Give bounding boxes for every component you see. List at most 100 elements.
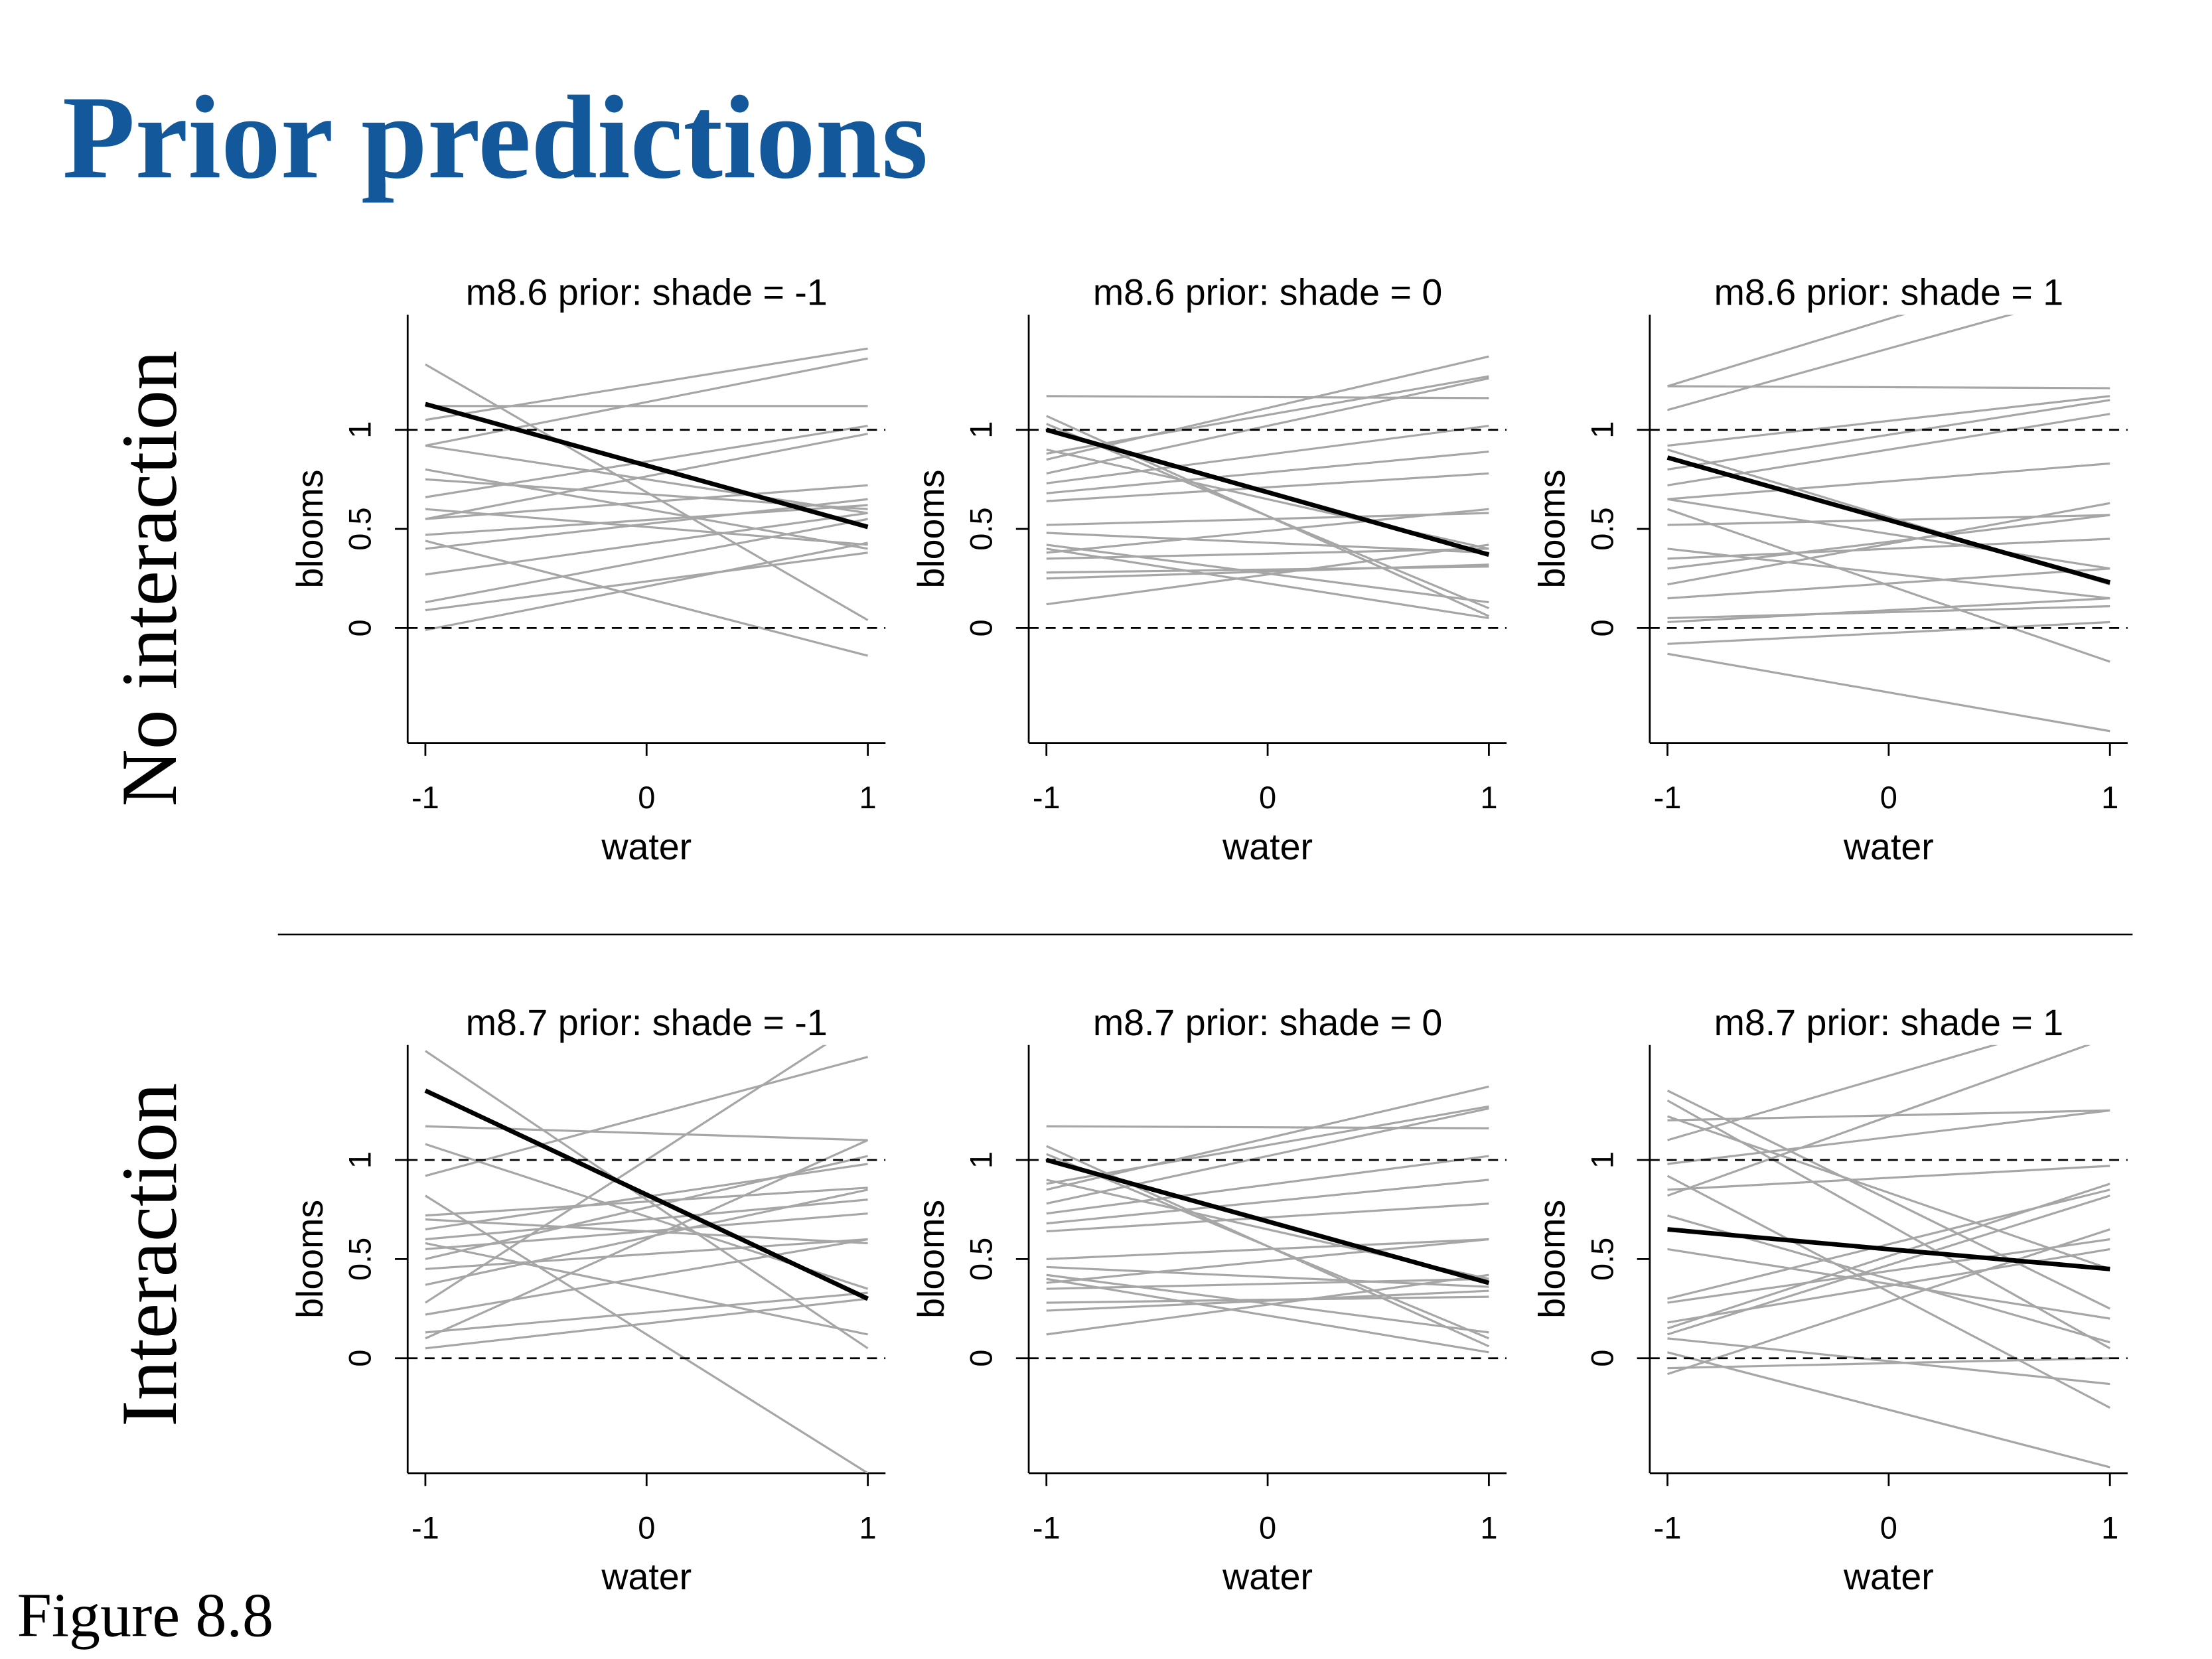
panel: m8.6 prior: shade = 1 -1 0 1 0 0.5 1 water bloom…	[1532, 271, 2128, 867]
panel: m8.6 prior: shade = -1 -1 0 1 0 0.5 1 water bloo…	[289, 271, 886, 867]
y-axis-label: blooms	[289, 1200, 331, 1319]
x-axis-label: water	[1843, 826, 1934, 867]
prior-line	[1667, 498, 2110, 570]
panel-title: m8.6 prior: shade = -1	[466, 271, 828, 313]
prior-line	[425, 512, 868, 576]
y-tick-label: 0	[964, 1350, 999, 1367]
x-tick-label: 1	[2101, 1510, 2118, 1545]
prior-line	[425, 484, 868, 520]
x-axis-label: water	[601, 1556, 692, 1597]
slide-title: Prior predictions	[62, 71, 928, 203]
plot-area	[1029, 355, 1507, 629]
prior-line	[1046, 1105, 1489, 1185]
x-tick-label: -1	[1033, 780, 1061, 815]
y-tick-label: 1	[342, 1151, 378, 1169]
panel: m8.7 prior: shade = -1 -1 0 1 0 0.5 1 water bloo…	[289, 1002, 886, 1597]
panel-title: m8.7 prior: shade = -1	[466, 1002, 828, 1043]
plot-area	[407, 347, 886, 657]
prior-line	[1667, 1194, 2110, 1336]
prior-line	[425, 1056, 869, 1177]
y-tick-label: 1	[964, 421, 999, 439]
prior-line	[1667, 502, 2110, 586]
prior-line	[425, 478, 868, 510]
prior-line	[425, 1238, 868, 1270]
prior-line	[1667, 315, 1905, 388]
prior-line	[425, 541, 868, 631]
x-tick-label: 0	[1259, 1510, 1276, 1545]
x-tick-label: 0	[638, 780, 655, 815]
prior-line	[1666, 1045, 2091, 1197]
prior-line	[1046, 355, 1489, 461]
prior-line	[425, 1139, 869, 1340]
prior-line	[1046, 547, 1489, 620]
prior-line	[1046, 1202, 1489, 1233]
plot-area	[407, 1045, 886, 1473]
prior-line	[1667, 395, 2110, 447]
prior-line	[1667, 597, 2110, 624]
prior-line	[1667, 1351, 2110, 1469]
prior-line	[425, 347, 868, 421]
y-tick-label: 0	[342, 1350, 378, 1367]
panel: m8.7 prior: shade = 1 -1 0 1 0 0.5 1 water bloom…	[1532, 1002, 2128, 1597]
prior-line	[1667, 1337, 2110, 1386]
prior-line	[425, 1291, 868, 1334]
prior-line	[1046, 547, 1489, 560]
x-tick-label: -1	[411, 780, 439, 815]
bold-line	[1667, 1227, 2110, 1271]
prior-line	[425, 425, 868, 498]
x-axis-label: water	[601, 826, 692, 867]
prior-line	[425, 433, 868, 520]
x-axis-label: water	[1222, 826, 1313, 867]
prior-line	[1046, 1238, 1489, 1284]
prior-line	[1046, 1155, 1489, 1215]
x-tick-label: 1	[859, 780, 877, 815]
prior-line	[1667, 1238, 2110, 1304]
prior-line	[1046, 1107, 1489, 1205]
prior-line	[1667, 547, 2110, 600]
prior-line	[1046, 1289, 1489, 1312]
bold-line	[425, 401, 869, 530]
y-tick-label: 0.5	[964, 507, 999, 550]
x-tick-label: 0	[1880, 780, 1897, 815]
prior-line	[1046, 1153, 1490, 1340]
x-tick-label: 0	[1259, 780, 1276, 815]
y-tick-label: 1	[1584, 421, 1619, 439]
x-tick-label: -1	[411, 1510, 439, 1545]
y-tick-label: 0	[342, 619, 378, 636]
figure-caption: Figure 8.8	[17, 1581, 273, 1650]
x-tick-label: 1	[859, 1510, 877, 1545]
panel: m8.7 prior: shade = 0 -1 0 1 0 0.5 1 water bloom…	[911, 1002, 1507, 1597]
x-axis-label: water	[1222, 1556, 1313, 1597]
prior-line	[1046, 377, 1489, 474]
x-tick-label: 0	[1880, 1510, 1897, 1545]
prior-line	[1667, 620, 2110, 645]
prior-line	[1667, 1045, 1998, 1141]
y-tick-label: 1	[342, 421, 378, 439]
panel-title: m8.7 prior: shade = 1	[1714, 1002, 2063, 1043]
x-tick-label: 1	[1480, 780, 1497, 815]
prior-line	[1667, 315, 2014, 411]
y-tick-label: 0.5	[342, 507, 378, 550]
prior-line	[1666, 1090, 2110, 1310]
panel-title: m8.6 prior: shade = 0	[1093, 271, 1442, 313]
prior-line	[425, 1297, 868, 1350]
x-tick-label: 1	[1480, 1510, 1497, 1545]
prior-line	[1667, 385, 2110, 390]
panel-title: m8.6 prior: shade = 1	[1714, 271, 2063, 313]
prior-line	[425, 445, 868, 514]
prior-line	[1046, 1277, 1489, 1290]
x-tick-label: 1	[2101, 780, 2118, 815]
y-axis-label: blooms	[911, 470, 952, 589]
prior-line	[1667, 1248, 2110, 1320]
x-tick-label: -1	[1654, 1510, 1682, 1545]
prior-line	[425, 1212, 868, 1251]
prior-line	[1667, 1115, 2110, 1270]
y-tick-label: 0.5	[964, 1238, 999, 1281]
prior-line	[1046, 395, 1489, 399]
prior-line	[425, 540, 869, 657]
plot-area	[1649, 1045, 2128, 1469]
x-tick-label: 0	[638, 1510, 655, 1545]
y-axis-label: blooms	[289, 470, 331, 589]
y-tick-label: 0	[1584, 1350, 1619, 1367]
